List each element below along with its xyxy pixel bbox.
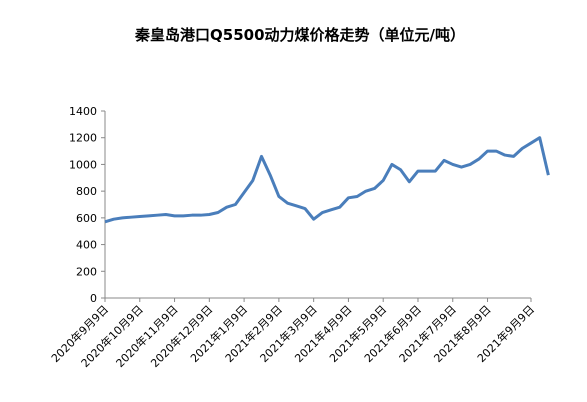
y-tick-label: 400 [76, 239, 97, 252]
x-tick-label: 2020年11月9日 [113, 302, 181, 370]
y-tick-label: 1400 [69, 105, 97, 118]
y-tick-label: 800 [76, 185, 97, 198]
y-tick-label: 0 [90, 292, 97, 305]
x-tick-label: 2020年12月9日 [148, 302, 216, 370]
y-tick-label: 1200 [69, 132, 97, 145]
y-tick-label: 200 [76, 265, 97, 278]
price-line [104, 136, 550, 224]
x-tick-label: 2020年10月9日 [78, 302, 146, 370]
chart-title: 秦皇岛港口Q5500动力煤价格走势（单位元/吨） [134, 26, 465, 44]
y-tick-label: 600 [76, 212, 97, 225]
y-tick-label: 1000 [69, 158, 97, 171]
